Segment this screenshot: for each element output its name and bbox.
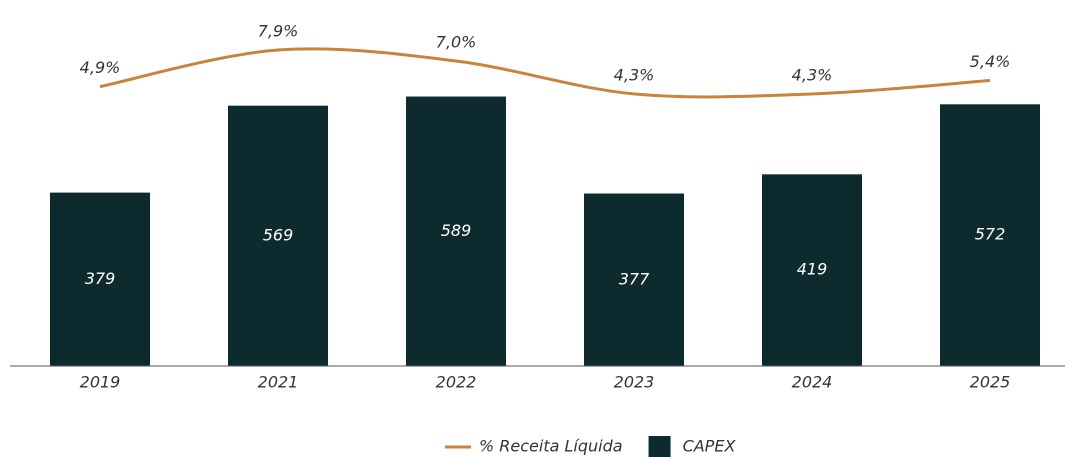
line bbox=[99, 47, 991, 99]
line-label: 4,3% bbox=[614, 65, 655, 84]
line-label: 7,9% bbox=[258, 22, 299, 41]
bar bbox=[940, 104, 1040, 366]
x-tick-label: 2022 bbox=[436, 373, 477, 392]
x-tick-label: 2023 bbox=[614, 373, 655, 392]
bar bbox=[50, 192, 150, 366]
legend-label: CAPEX bbox=[683, 437, 737, 456]
x-tick-label: 2021 bbox=[258, 373, 299, 392]
line-label: 4,9% bbox=[80, 58, 121, 77]
bar bbox=[406, 96, 506, 366]
legend-label: % Receita Líquida bbox=[479, 437, 623, 456]
x-tick-label: 2024 bbox=[792, 373, 833, 392]
bar bbox=[584, 193, 684, 366]
line-label: 4,3% bbox=[792, 65, 833, 84]
bar-label: 569 bbox=[263, 225, 294, 244]
line-label: 7,0% bbox=[436, 33, 477, 52]
legend-swatch bbox=[648, 436, 671, 457]
bar-label: 379 bbox=[85, 269, 116, 288]
x-tick-label: 2025 bbox=[970, 373, 1011, 392]
bar-label: 572 bbox=[975, 225, 1006, 244]
x-tick-label: 2019 bbox=[80, 373, 121, 392]
bar bbox=[228, 105, 328, 367]
bar-label: 589 bbox=[441, 221, 472, 240]
line-label: 5,4% bbox=[970, 52, 1011, 71]
bar bbox=[762, 174, 862, 366]
bar-label: 377 bbox=[619, 269, 650, 288]
bar-label: 419 bbox=[797, 260, 828, 279]
